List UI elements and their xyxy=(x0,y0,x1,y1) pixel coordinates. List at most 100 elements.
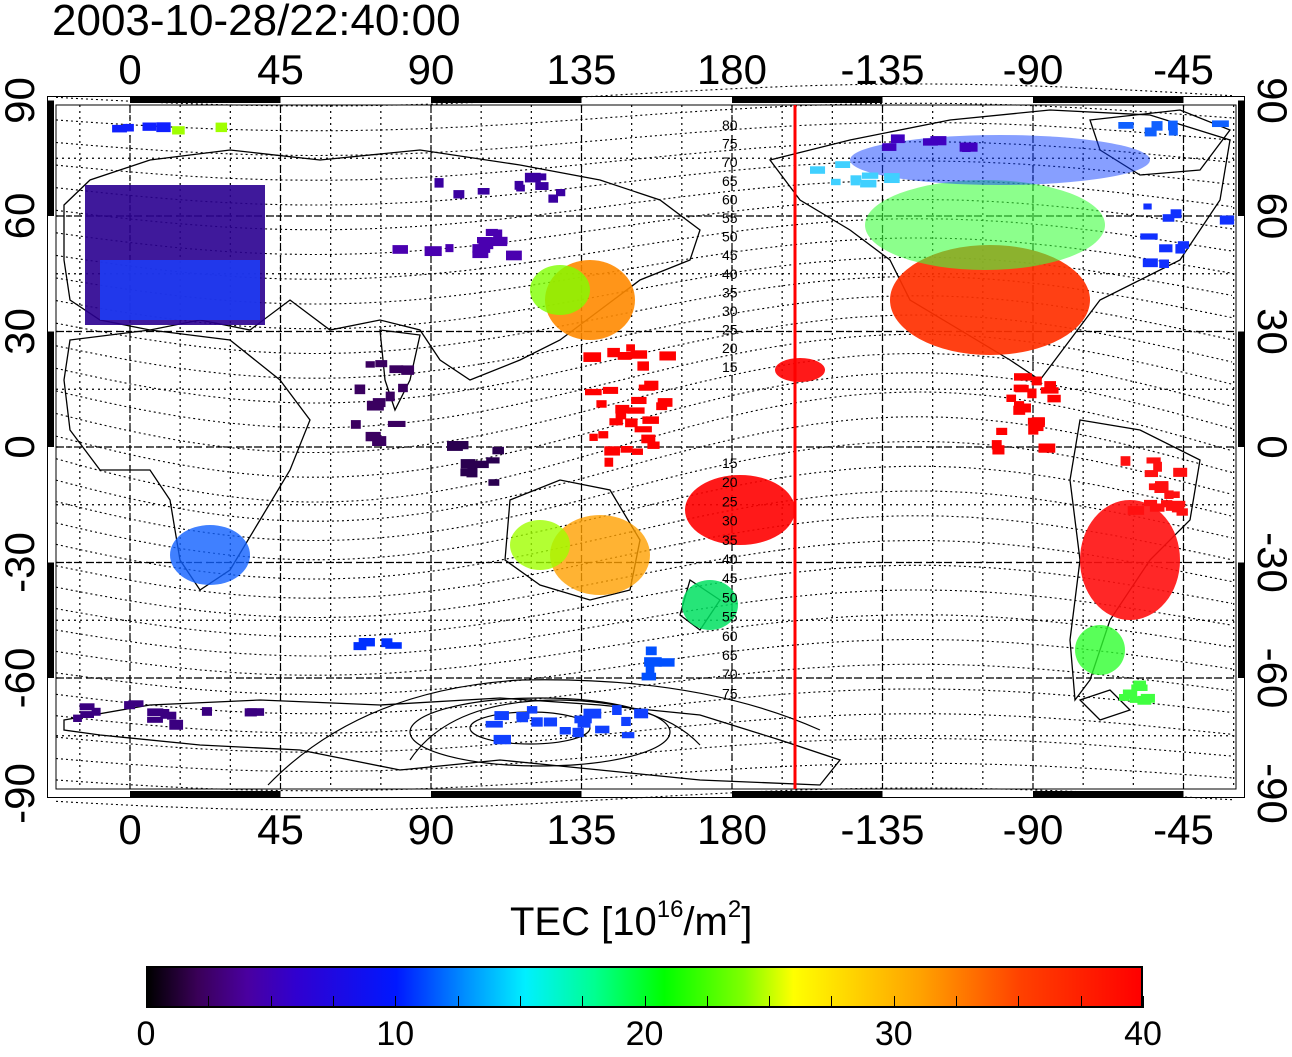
tec-patch-canada xyxy=(865,180,1105,270)
tec-pixel xyxy=(559,727,571,735)
tec-pixel xyxy=(645,646,657,656)
latitude-label-right: 60 xyxy=(1249,193,1292,240)
tec-pixel xyxy=(577,720,591,728)
map-border-bars xyxy=(48,97,1244,797)
colorbar-tick-label: 40 xyxy=(1124,1015,1162,1053)
tec-pixel xyxy=(478,240,494,250)
colorbar-minor-tick xyxy=(457,996,459,1008)
contour-label-group: 80 75 70 65 60 55 50 45 40 35 30 25 20 15 15 20 25 30 35 40… xyxy=(722,117,738,701)
antarctica-outline xyxy=(63,697,842,786)
tec-pixel xyxy=(1029,421,1044,432)
tec-pixel xyxy=(1120,456,1131,466)
tec-pixel xyxy=(595,725,610,734)
tec-patch-north-america xyxy=(890,245,1090,355)
tec-pixel xyxy=(548,194,559,203)
tec-pixel xyxy=(485,720,503,728)
tec-pixel xyxy=(609,418,623,426)
tec-pixel xyxy=(589,433,598,441)
tec-patch-pacific xyxy=(685,475,795,545)
tec-pixel xyxy=(1153,461,1162,472)
border-bar-bottom xyxy=(48,791,130,797)
tec-pixel xyxy=(524,172,541,183)
tec-pixel xyxy=(1031,376,1042,386)
colorbar-minor-tick xyxy=(395,996,397,1008)
tec-pixel xyxy=(884,173,900,184)
magnetic-contour-line xyxy=(55,787,1233,811)
tec-pixel xyxy=(445,244,454,253)
contour-label-south: 50 xyxy=(722,589,738,605)
border-bar-bottom xyxy=(732,791,883,797)
tec-pixel xyxy=(831,178,841,186)
tec-pixel xyxy=(543,717,558,727)
latitude-label-left: -60 xyxy=(0,648,43,709)
longitude-label-top: 135 xyxy=(546,46,616,93)
latitude-label-right: 90 xyxy=(1249,77,1292,124)
tec-pixel xyxy=(574,715,592,724)
magnetic-contour-line xyxy=(55,141,1233,181)
magnetic-contour-line xyxy=(55,83,1233,107)
magnetic-contour-line xyxy=(55,762,1233,792)
tec-pixel xyxy=(387,420,406,427)
tec-pixel xyxy=(486,457,500,464)
contour-label-south: 60 xyxy=(722,628,738,644)
longitude-label-top: 180 xyxy=(697,46,767,93)
tec-pixel xyxy=(1140,233,1158,240)
tec-pixel xyxy=(350,420,361,429)
tec-pixel xyxy=(572,727,584,738)
tec-pixel xyxy=(353,642,367,651)
tec-pixel xyxy=(860,179,877,188)
tec-pixel xyxy=(424,246,442,257)
colorbar-minor-tick xyxy=(146,996,147,1008)
tec-pixel xyxy=(147,716,163,723)
tec-pixel xyxy=(630,350,648,359)
border-bar-bottom xyxy=(1033,791,1184,797)
pole-contour-outer xyxy=(267,679,821,786)
colorbar-minor-tick xyxy=(1080,996,1082,1008)
tec-pixel xyxy=(247,708,265,716)
latitude-label-left: 30 xyxy=(0,308,43,355)
tec-pixel xyxy=(659,351,676,361)
tec-pixel xyxy=(625,418,638,428)
tec-pixel xyxy=(123,123,134,132)
contour-label-north: 70 xyxy=(722,154,738,170)
border-bar-top xyxy=(1183,97,1244,103)
tec-pixel xyxy=(641,672,657,681)
tec-pixel xyxy=(1154,483,1169,493)
tec-pixel xyxy=(1131,684,1148,691)
colorbar-tick-label: 20 xyxy=(625,1015,664,1053)
tec-pixel xyxy=(602,386,619,394)
tec-pixel xyxy=(514,180,524,190)
magnetic-contour-line xyxy=(55,688,1233,734)
tec-pixel xyxy=(493,734,511,745)
border-bar-bottom xyxy=(431,791,582,797)
tec-pixel xyxy=(1219,215,1235,225)
tec-pixel xyxy=(91,707,101,716)
magnetic-contour-line xyxy=(55,391,1233,503)
magnetic-pole-contours xyxy=(267,679,821,786)
latitude-label-right: -30 xyxy=(1249,532,1292,593)
longitude-label-bottom: 135 xyxy=(546,806,616,853)
india-outline xyxy=(379,329,421,412)
tec-pixel xyxy=(641,434,656,444)
border-bar-right xyxy=(1238,216,1244,332)
tec-pixel xyxy=(167,711,177,720)
tec-pixel xyxy=(506,250,522,261)
tec-pixel xyxy=(1170,209,1182,219)
tec-pixel xyxy=(615,404,630,414)
magnetic-contour-line xyxy=(55,333,1233,429)
pole-contour-middle xyxy=(409,697,671,767)
tec-pixel xyxy=(365,361,375,368)
tec-pixel xyxy=(358,638,375,647)
tec-pixel xyxy=(142,122,157,131)
colorbar-minor-tick xyxy=(1143,996,1144,1008)
contour-label-north: 60 xyxy=(722,191,738,207)
magnetic-contour-line xyxy=(55,713,1233,753)
latitude-label-left: -30 xyxy=(0,532,43,593)
tec-pixel xyxy=(615,410,627,420)
tec-pixel xyxy=(923,138,938,146)
tec-pixel xyxy=(634,708,649,719)
tec-data-patches xyxy=(73,120,1235,745)
colorbar-title-unit: /m xyxy=(683,900,728,944)
tec-pixel xyxy=(890,134,905,144)
tec-pixel xyxy=(472,251,489,259)
